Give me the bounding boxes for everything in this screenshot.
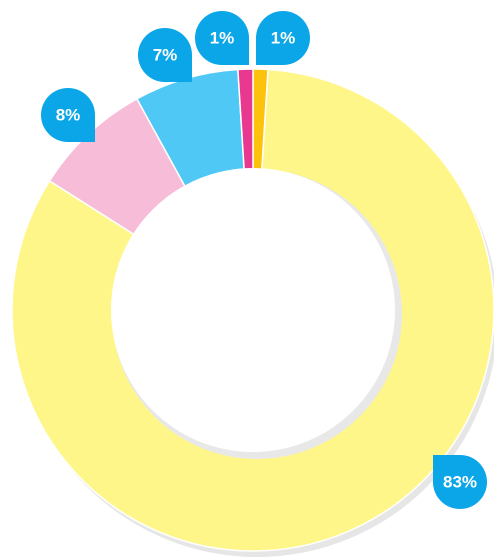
- value-label: 1%: [271, 28, 296, 47]
- label-bubble: [195, 11, 249, 65]
- label-bubble: [256, 11, 310, 65]
- label-bubble: [41, 88, 95, 142]
- label-bubble: [138, 28, 192, 82]
- value-label: 7%: [153, 45, 178, 64]
- hole: [111, 168, 395, 452]
- value-label: 83%: [443, 472, 477, 491]
- value-label: 1%: [210, 28, 235, 47]
- label-bubble: [433, 455, 487, 509]
- value-label: 8%: [56, 105, 81, 124]
- labels: 1% 83% 8% 7% 1%: [41, 11, 487, 509]
